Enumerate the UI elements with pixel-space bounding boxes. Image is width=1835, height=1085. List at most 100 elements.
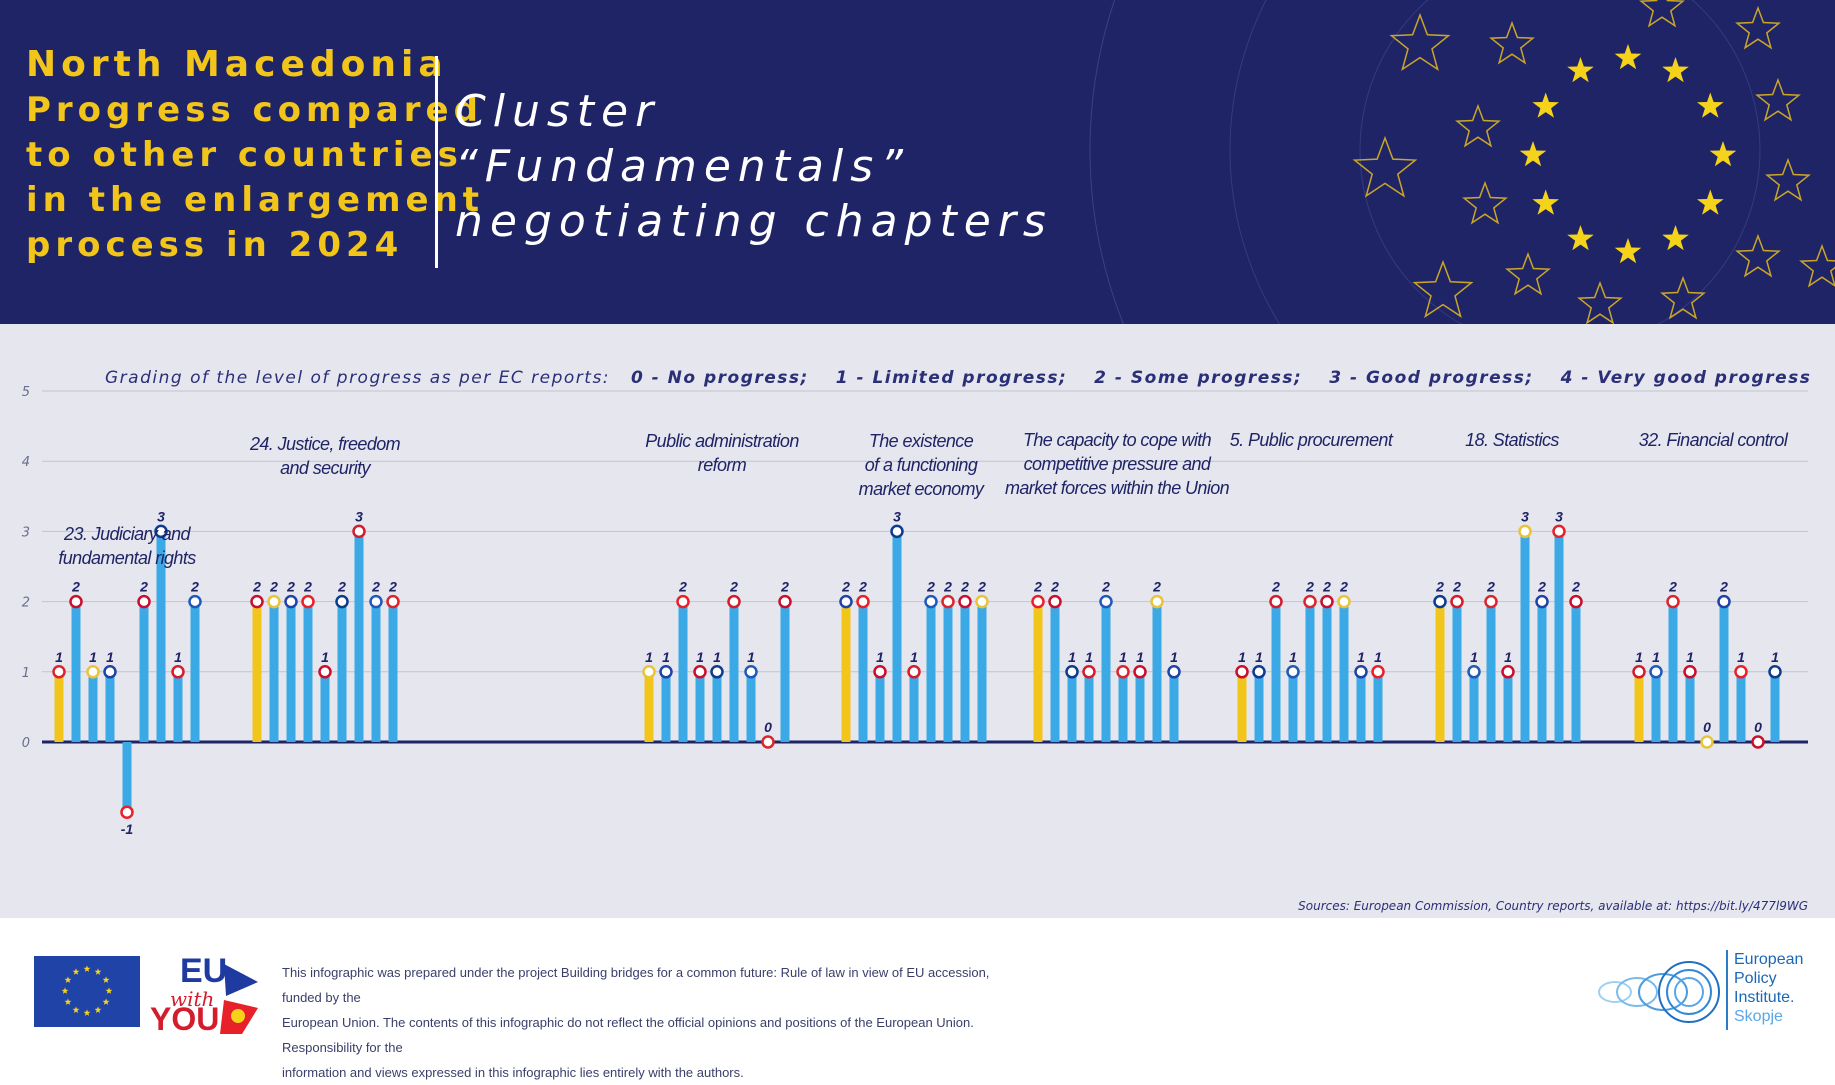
bar-value-label: 1	[696, 649, 704, 665]
eu-star-icon	[1709, 141, 1737, 167]
bar	[841, 601, 851, 742]
legend-grade-1: 1 - Limited progress;	[836, 368, 1068, 388]
country-flag-marker	[1354, 665, 1368, 679]
group-label: Public administration	[645, 431, 799, 451]
flag-star-icon	[64, 998, 72, 1005]
bar	[1571, 601, 1581, 742]
country-flag-marker	[69, 594, 83, 609]
bar-value-label: 2	[1322, 579, 1331, 595]
group-label: market economy	[859, 479, 985, 499]
bar-value-label: 1	[1686, 649, 1694, 665]
legend-grade-4: 4 - Very good progress	[1560, 368, 1812, 388]
country-flag-marker	[1303, 594, 1317, 609]
group-label: market forces within the Union	[1005, 478, 1230, 498]
bar	[1101, 601, 1111, 742]
bar	[320, 671, 330, 742]
bar-value-label: 1	[1357, 649, 1365, 665]
bar-value-label: 2	[943, 579, 952, 595]
bar	[1634, 671, 1644, 742]
bar-value-label: 2	[1033, 579, 1042, 595]
epi-name: European Policy Institute. Skopje	[1734, 950, 1803, 1026]
eu-with-you-logo: EU with YOU	[150, 952, 258, 1034]
outline-star-icon	[1455, 103, 1501, 148]
eu-star-icon	[1567, 57, 1594, 83]
country-flag-marker	[856, 594, 870, 609]
country-flag-marker	[890, 524, 904, 539]
bar-value-label: 1	[1170, 649, 1178, 665]
bar	[1770, 671, 1780, 742]
disclaimer-line-2: European Union. The contents of this inf…	[282, 1015, 974, 1055]
epi-divider	[1726, 950, 1728, 1030]
country-flag-marker	[1286, 665, 1300, 679]
country-flag-marker	[318, 665, 332, 679]
country-flag-marker	[1666, 594, 1680, 609]
bar-value-label: 1	[1374, 649, 1382, 665]
bar	[926, 601, 936, 742]
group-label: 5. Public procurement	[1230, 430, 1394, 450]
bar-value-label: 2	[1452, 579, 1461, 595]
group-label: The existence	[869, 431, 974, 451]
epi-line-4: Skopje	[1734, 1008, 1783, 1025]
bar-value-label: 1	[1289, 649, 1297, 665]
bar	[1520, 531, 1530, 742]
disclaimer: This infographic was prepared under the …	[282, 960, 1012, 1085]
bar-value-label: 1	[1470, 649, 1478, 665]
bar	[388, 601, 398, 742]
epi-line-1: European	[1734, 951, 1804, 968]
country-flag-marker	[958, 594, 972, 609]
country-flag-marker	[335, 594, 349, 609]
country-flag-marker	[1150, 594, 1164, 609]
bar	[190, 601, 200, 742]
bar-value-label: 1	[106, 649, 114, 665]
bar	[678, 601, 688, 742]
country-flag-marker	[659, 665, 673, 679]
bar	[909, 671, 919, 742]
country-flag-marker	[642, 665, 656, 679]
country-flag-marker	[250, 594, 264, 609]
bar-value-label: 2	[1719, 579, 1728, 595]
bar	[1237, 671, 1247, 742]
bar-value-label: 0	[1754, 719, 1762, 735]
group-label: 32. Financial control	[1639, 430, 1789, 450]
bar	[1033, 601, 1043, 742]
country-flag-marker	[1518, 524, 1532, 539]
bar-value-label: 1	[747, 649, 755, 665]
legend-intro: Grading of the level of progress as per …	[105, 368, 610, 388]
bar-value-label: 2	[371, 579, 380, 595]
bar-value-label: 2	[858, 579, 867, 595]
outline-star-icon	[1799, 243, 1835, 288]
country-flag-marker	[761, 735, 775, 749]
group-label: fundamental rights	[58, 548, 196, 568]
legend-line: Grading of the level of progress as per …	[105, 368, 1811, 388]
title-line-2: “Fundamentals”	[455, 141, 910, 192]
bar-value-label: 2	[252, 579, 261, 595]
flag-star-icon	[72, 1006, 80, 1013]
bar	[1537, 601, 1547, 742]
bar-value-label: 2	[1486, 579, 1495, 595]
legend-grade-2: 2 - Some progress;	[1094, 368, 1302, 388]
bar-value-label: 2	[71, 579, 80, 595]
outline-star-icon	[1755, 77, 1801, 122]
bar-value-label: 2	[286, 579, 295, 595]
bar	[712, 671, 722, 742]
bar-value-label: 1	[1119, 649, 1127, 665]
bar	[1135, 671, 1145, 742]
header-divider	[435, 56, 438, 268]
source-note: Sources: European Commission, Country re…	[1298, 899, 1808, 913]
eu-star-icon	[1662, 57, 1689, 83]
bar-value-label: 1	[321, 649, 329, 665]
outline-star-icon	[1735, 233, 1781, 278]
bar-value-label: 2	[1305, 579, 1314, 595]
subtitle-line-3: in the enlargement	[26, 180, 485, 220]
bar-value-label: 1	[876, 649, 884, 665]
outline-star-icon	[1577, 280, 1623, 324]
bar-value-label: 1	[1068, 649, 1076, 665]
country-flag-marker	[1320, 594, 1334, 609]
country-flag-marker	[1535, 594, 1549, 609]
chart-group-labels: 23. Judiciary and fundamental rights 24. J…	[58, 430, 1789, 568]
country-flag-marker	[1569, 594, 1583, 609]
bar	[1435, 601, 1445, 742]
country-flag-marker	[120, 805, 134, 819]
outline-star-icon	[1462, 180, 1508, 225]
bar-value-label: 2	[960, 579, 969, 595]
